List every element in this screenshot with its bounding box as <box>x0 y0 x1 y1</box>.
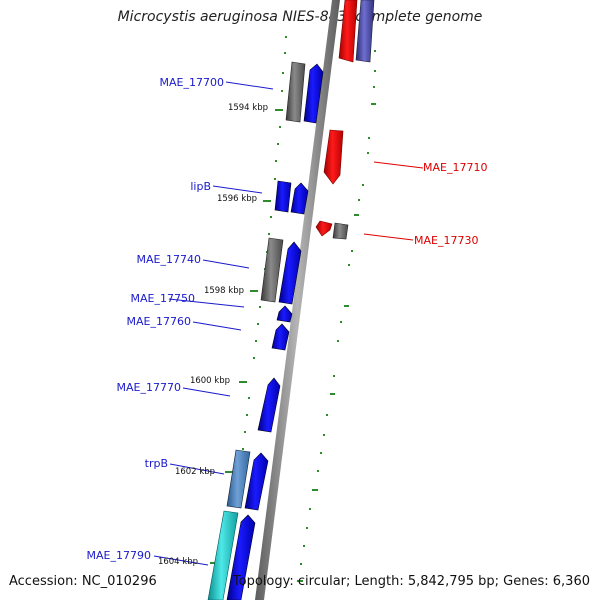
gene-red-top <box>338 0 358 63</box>
scale-track-right <box>297 50 376 582</box>
gene-label-mae17750: MAE_17750 <box>131 292 195 305</box>
gene-mae17790 <box>226 514 256 600</box>
gene-purple-top <box>355 0 375 63</box>
kbp-label-1600: 1600 kbp <box>190 376 230 386</box>
gene-mae17770 <box>257 377 281 433</box>
forward-strand-genes <box>207 61 324 600</box>
gene-label-mae17700: MAE_17700 <box>160 76 224 89</box>
leader-lines-reverse <box>363 161 424 241</box>
gene-cyan <box>207 510 239 600</box>
accession-text: Accession: NC_010296 <box>9 574 157 589</box>
gene-label-mae17760: MAE_17760 <box>127 315 191 328</box>
kbp-label-1594: 1594 kbp <box>228 103 268 113</box>
scale-ticks-left <box>210 109 283 564</box>
gene-label-mae17730: MAE_17730 <box>414 234 478 247</box>
gene-label-mae17710: MAE_17710 <box>423 161 487 174</box>
kbp-tick-1600 <box>239 381 247 383</box>
kbp-label-1604: 1604 kbp <box>158 557 198 567</box>
gene-trpB <box>244 452 269 511</box>
gene-mae17740-gray <box>260 237 284 303</box>
gene-mae17710 <box>323 129 344 185</box>
gene-label-lipB: lipB <box>190 180 211 193</box>
kbp-label-1602: 1602 kbp <box>175 467 215 477</box>
kbp-label-1598: 1598 kbp <box>204 286 244 296</box>
kbp-tick-1598 <box>250 290 258 292</box>
kbp-tick-1596 <box>263 200 271 202</box>
leader-lines-forward <box>153 81 274 566</box>
gene-mae17730 <box>315 220 333 237</box>
gene-label-mae17740: MAE_17740 <box>137 253 201 266</box>
topology-text: Topology: circular; Length: 5,842,795 bp… <box>232 574 590 589</box>
kbp-tick-1594 <box>275 109 283 111</box>
kbp-tick-1604 <box>210 562 218 564</box>
genome-backbone <box>255 0 340 600</box>
reverse-strand-genes <box>315 0 375 240</box>
gene-lipB-a <box>274 180 292 213</box>
gene-label-trpB: trpB <box>145 457 168 470</box>
kbp-label-1596: 1596 kbp <box>217 194 257 204</box>
gene-mae17740 <box>278 241 302 305</box>
gene-trpB-steel <box>226 449 251 509</box>
gene-mae17760 <box>271 323 290 351</box>
kbp-labels: 1594 kbp 1596 kbp 1598 kbp 1600 kbp 1602… <box>158 103 268 567</box>
gene-label-mae17770: MAE_17770 <box>117 381 181 394</box>
gene-mae17700-gray <box>285 61 306 123</box>
gene-mae17720-gray <box>332 222 349 240</box>
gene-mae17750 <box>276 305 293 323</box>
map-title: Microcystis aeruginosa NIES-843, complet… <box>117 9 483 25</box>
gene-label-mae17790: MAE_17790 <box>87 549 151 562</box>
gene-labels: MAE_17700 MAE_17710 lipB MAE_17730 MAE_1… <box>87 76 488 562</box>
kbp-tick-1602 <box>225 471 233 473</box>
gene-lipB-b <box>290 182 309 215</box>
gene-mae17700 <box>303 63 324 124</box>
